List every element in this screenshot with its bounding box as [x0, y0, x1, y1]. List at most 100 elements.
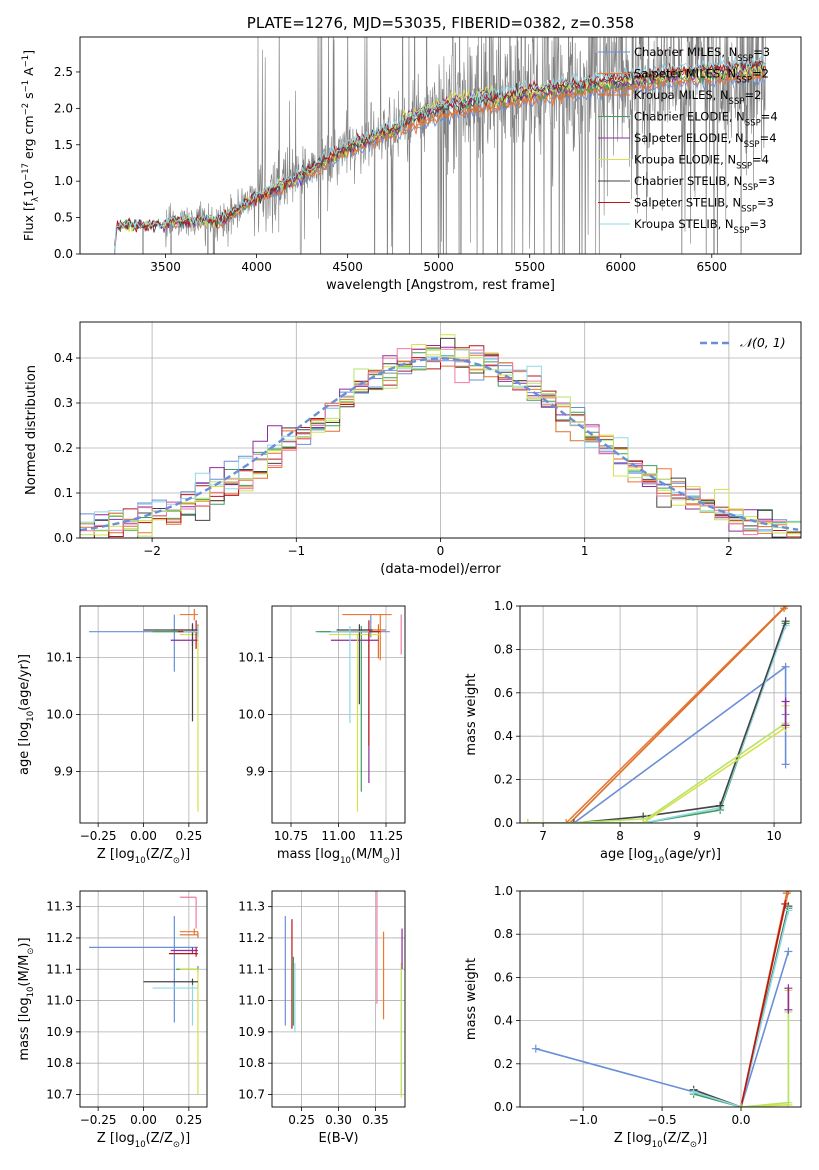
y-axis-label-part: −1	[21, 55, 31, 68]
legend-label: Salpeter MILES, NSSP=2	[634, 67, 769, 86]
x-tick-label: 0.00	[130, 829, 157, 843]
legend: Chabrier MILES, NSSP=3 Salpeter MILES, NS…	[598, 45, 778, 236]
series-marker	[784, 906, 793, 915]
x-tick-label: 6500	[697, 260, 728, 274]
axes-frame	[79, 36, 802, 255]
y-axis-label-part: mass weight	[464, 673, 479, 755]
legend-label-part: SSP	[734, 226, 750, 236]
x-tick-label: 6000	[605, 260, 636, 274]
x-tick-label: 0.30	[325, 1113, 352, 1127]
series-marker	[737, 1103, 746, 1107]
legend-label-part: SSP	[741, 205, 757, 215]
legend-label-part: Salpeter STELIB, N	[634, 196, 741, 210]
histogram-salpeter_stelib	[80, 345, 801, 538]
x-tick-label: −1	[287, 544, 305, 558]
y-tick-label: 0.0	[54, 247, 73, 261]
y-axis-label-part: (age/yr)]	[17, 654, 32, 711]
grid	[272, 606, 405, 823]
y-axis-label-part: mass [log	[17, 997, 32, 1060]
x-tick-label: 1	[581, 544, 589, 558]
x-tick-label: 5500	[514, 260, 545, 274]
y-tick-label: 0.1	[54, 486, 73, 500]
y-axis-label-part: )]	[17, 937, 32, 947]
legend-label: Kroupa MILES, NSSP=2	[634, 88, 761, 107]
y-axis-label-part: erg cm	[21, 115, 36, 163]
axes-frame	[271, 605, 406, 824]
y-tick-label: 0.6	[494, 686, 513, 700]
series-marker	[781, 697, 790, 706]
x-axis-label-part: 10	[135, 1140, 146, 1150]
y-tick-label: 0.0	[54, 531, 73, 545]
x-axis-label: Z [log10(Z/Z⊙)]	[97, 1131, 190, 1150]
x-tick-label: −2	[143, 544, 161, 558]
y-tick-label: 0.0	[494, 1100, 513, 1114]
y-axis-label: Normed distribution	[24, 365, 39, 495]
x-axis-label-part: ⊙	[383, 856, 390, 866]
legend-label-part: SSP	[736, 162, 752, 172]
series-marker	[784, 947, 793, 956]
axes-frame	[79, 321, 802, 539]
x-axis-label-part: 10	[135, 856, 146, 866]
y-tick-label: 0.6	[494, 970, 513, 984]
x-axis-label-part: ⊙	[173, 856, 180, 866]
series-marker	[784, 1098, 793, 1107]
y-tick-label: 10.0	[238, 708, 265, 722]
series-marker	[643, 814, 652, 823]
x-tick-label: 8	[616, 829, 624, 843]
series-marker	[784, 984, 793, 993]
axes: 0.25 0.30 0.35 10.7 10.8 10.9 11.0 11.1 11.2 11.3…	[238, 890, 406, 1146]
panel-age_vs_mass: 10.75 11.00 11.25 9.9 10.0 10.1 mass [log10(M/…	[238, 605, 406, 866]
y-axis-label-part: −17	[21, 163, 31, 181]
y-tick-label: 2.0	[54, 101, 73, 115]
data-spectrum-line	[114, 37, 766, 254]
series-marker	[566, 819, 575, 823]
series-marker	[562, 819, 571, 823]
x-tick-label: 10	[766, 829, 781, 843]
x-tick-label: 0.0	[731, 1113, 750, 1127]
panel-residuals: −2 −1 0 1 2 0.0 0.1 0.2 0.3 0.4 (data-model)/error…	[24, 321, 802, 577]
x-axis-label-part: 10	[652, 1140, 663, 1150]
x-axis-label: wavelength [Angstrom, rest frame]	[326, 278, 555, 293]
x-tick-label: 4500	[332, 260, 363, 274]
x-axis-label-part: )]	[697, 1131, 707, 1146]
chart-title: PLATE=1276, MJD=53035, FIBERID=0382, z=0…	[247, 14, 634, 32]
panel-spectrum: 3500 4000 4500 5000 5500 6000 6500 0.0 0.5 1.0 1.5…	[21, 14, 802, 293]
x-axis-label: age [log10(age/yr)]	[600, 847, 721, 866]
x-axis-label-part: Z [log	[614, 1131, 652, 1146]
legend-label: Salpeter STELIB, NSSP=3	[634, 196, 774, 215]
x-tick-label: 4000	[241, 260, 272, 274]
x-axis-label: Z [log10(Z/Z⊙)]	[97, 847, 190, 866]
x-axis-label-part: Z [log	[97, 1131, 135, 1146]
legend-label-part: Chabrier STELIB, N	[634, 174, 742, 188]
legend-label-part: SSP	[742, 183, 758, 193]
y-tick-label: 10.8	[46, 1056, 73, 1070]
model-line-salpeter_stelib	[114, 59, 767, 246]
y-axis-label-part: −2	[21, 103, 31, 116]
axes-frame	[79, 890, 208, 1108]
plot-area	[114, 37, 767, 254]
y-tick-label: 10.7	[46, 1087, 73, 1101]
legend: 𝒩(0, 1)	[700, 335, 786, 350]
histogram-lime	[80, 348, 801, 538]
x-axis-label-part: Z [log	[97, 847, 135, 862]
legend-label: Chabrier ELODIE, NSSP=4	[634, 110, 778, 129]
grid	[520, 890, 801, 1108]
y-tick-label: 11.1	[46, 962, 73, 976]
series-marker	[639, 819, 648, 823]
x-axis-label: mass [log10(M/M⊙)]	[277, 847, 400, 866]
series-line-salpeter_stelib	[740, 903, 786, 1107]
x-axis-label-part: (M/M	[351, 847, 383, 862]
legend-label: Salpeter ELODIE, NSSP=4	[634, 131, 777, 150]
legend-label: Chabrier MILES, NSSP=3	[634, 45, 770, 64]
legend-label-part: =3	[753, 45, 770, 59]
model-line-kroupa_stelib	[114, 55, 767, 254]
legend-label-part: SSP	[736, 76, 752, 86]
x-axis-label-part: )]	[180, 1131, 190, 1146]
series-marker	[531, 1044, 540, 1053]
panel-mass_vs_Z: −0.25 0.00 0.25 10.7 10.8 10.9 11.0 11.1 11.2 11.…	[17, 890, 208, 1150]
series-marker	[523, 819, 532, 823]
y-axis-label-part: ]	[21, 50, 36, 55]
y-tick-label: 1.0	[494, 884, 513, 898]
y-tick-label: 11.3	[238, 900, 265, 914]
legend-label-part: SSP	[729, 97, 745, 107]
